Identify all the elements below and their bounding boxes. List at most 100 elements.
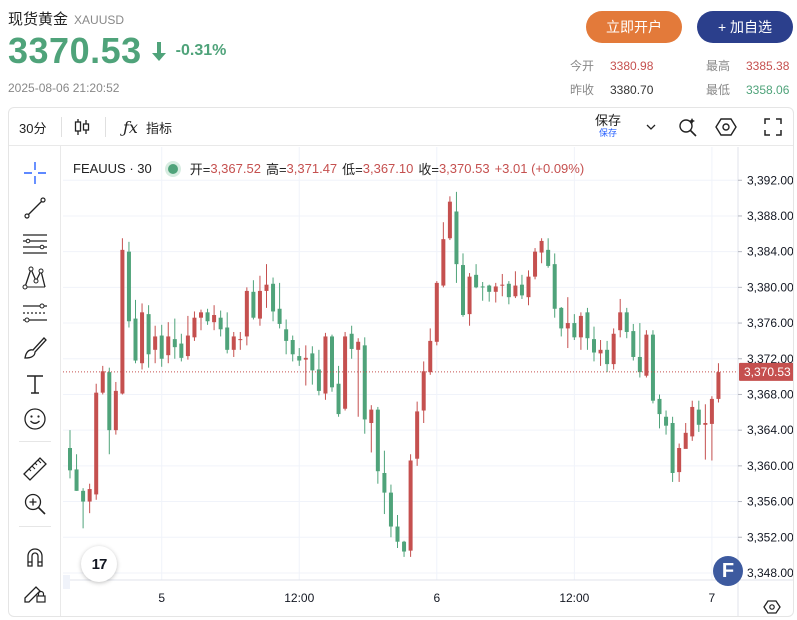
save-button[interactable]: 保存 保存 bbox=[595, 108, 621, 146]
hexagon-settings-icon bbox=[715, 118, 737, 136]
pattern-tool[interactable] bbox=[22, 265, 48, 291]
candle-body bbox=[251, 291, 256, 318]
ruler-icon bbox=[23, 457, 47, 481]
lock-drawings-tool[interactable] bbox=[22, 579, 48, 605]
trendline-tool[interactable] bbox=[22, 195, 48, 221]
candle-body bbox=[192, 317, 197, 338]
add-watchlist-button[interactable]: + 加自选 bbox=[697, 11, 793, 43]
indicators-button[interactable]: ƒx 指标 bbox=[123, 108, 172, 146]
candle-body bbox=[277, 308, 282, 324]
candle-body bbox=[474, 274, 479, 288]
fx-icon: ƒx bbox=[123, 117, 138, 137]
settings-button[interactable] bbox=[715, 108, 737, 146]
ohlc-legend: FEAUUS · 30 开= 3,367.52 高= 3,371.47 低= 3,36… bbox=[73, 159, 589, 178]
candle-body bbox=[434, 282, 439, 342]
price-tick-label: 3,372.00 bbox=[747, 352, 794, 366]
legend-high-value: 3,371.47 bbox=[286, 161, 338, 176]
toolbar-divider bbox=[61, 117, 62, 137]
instrument-name: 现货黄金 bbox=[8, 11, 69, 28]
candle-body bbox=[644, 334, 649, 376]
tradingview-logo[interactable]: 17 bbox=[81, 546, 117, 582]
candle-body bbox=[670, 423, 675, 473]
chart-toolbar: 30分 ƒx 指标 保存 保存 bbox=[9, 108, 793, 146]
stat-label: 昨收 bbox=[570, 83, 595, 97]
brush-tool[interactable] bbox=[22, 335, 48, 361]
stat-value: 3380.98 bbox=[610, 59, 654, 73]
f-badge-icon[interactable]: F bbox=[713, 556, 743, 586]
save-sublabel: 保存 bbox=[599, 128, 618, 138]
candle-body bbox=[598, 349, 603, 354]
candle-body bbox=[225, 327, 230, 350]
candle-body bbox=[533, 251, 538, 277]
measure-tool[interactable] bbox=[22, 456, 48, 482]
legend-open-label: 开= bbox=[189, 162, 211, 177]
time-tick-label: 7 bbox=[709, 591, 716, 605]
chart-plot-area[interactable]: 3,348.00 3,352.00 3,356.00 3,360.00 3,364.00… bbox=[63, 147, 794, 617]
price-tick-label: 3,348.00 bbox=[747, 566, 794, 580]
candle-body bbox=[552, 264, 557, 309]
fullscreen-icon bbox=[764, 118, 782, 136]
time-tick-label: 12:00 bbox=[284, 591, 314, 605]
candle-body bbox=[323, 336, 328, 394]
market-status-dot bbox=[167, 163, 178, 174]
indicators-label: 指标 bbox=[145, 120, 172, 136]
candle-body bbox=[618, 312, 623, 331]
price-tick-label: 3,380.00 bbox=[747, 280, 794, 294]
candle-body bbox=[415, 411, 420, 459]
emoji-tool[interactable] bbox=[22, 406, 48, 432]
price-tick-label: 3,376.00 bbox=[747, 316, 794, 330]
save-dropdown[interactable] bbox=[645, 108, 657, 146]
candle-body bbox=[539, 240, 544, 253]
candle-body bbox=[677, 448, 682, 473]
instrument-code: XAUUSD bbox=[74, 13, 125, 27]
current-price: 3370.53 bbox=[8, 30, 142, 71]
search-sparkle-icon bbox=[679, 118, 697, 137]
candle-body bbox=[402, 541, 407, 552]
axis-settings-icon[interactable] bbox=[763, 600, 781, 614]
horizontal-lines-icon bbox=[23, 234, 47, 254]
sidebar-divider bbox=[19, 441, 51, 442]
stat-value: 3385.38 bbox=[746, 59, 790, 73]
candle-body bbox=[244, 290, 249, 337]
interval-selector[interactable]: 30分 bbox=[19, 120, 47, 136]
legend-close-value: 3,370.53 bbox=[438, 161, 490, 176]
candle-body bbox=[349, 333, 354, 349]
candle-body bbox=[218, 317, 223, 330]
price-tick-label: 3,352.00 bbox=[747, 530, 794, 544]
smiley-icon bbox=[24, 408, 46, 430]
candle-body bbox=[585, 312, 590, 339]
legend-change: +3.01 (+0.09%) bbox=[494, 161, 585, 176]
candle-body bbox=[369, 409, 374, 424]
magnet-tool[interactable] bbox=[22, 544, 48, 570]
axis-settings-icon-center bbox=[769, 604, 775, 610]
candle-body bbox=[395, 526, 400, 542]
candle-body bbox=[159, 335, 164, 359]
stat-today-open: 今开 3380.98 bbox=[570, 57, 653, 74]
fullscreen-button[interactable] bbox=[763, 108, 783, 146]
candle-body bbox=[664, 416, 669, 426]
candle-body bbox=[316, 369, 321, 391]
fib-tool[interactable] bbox=[22, 230, 48, 256]
candle-body bbox=[578, 315, 583, 338]
candle-body bbox=[696, 409, 701, 425]
candle-body bbox=[113, 390, 118, 431]
candle-body bbox=[284, 329, 289, 341]
candle-body bbox=[716, 372, 721, 399]
candle-body bbox=[185, 335, 190, 357]
quick-search-button[interactable] bbox=[677, 108, 699, 146]
price-tick-label: 3,384.00 bbox=[747, 245, 794, 259]
text-tool[interactable] bbox=[22, 371, 48, 397]
candle-style-button[interactable] bbox=[73, 108, 91, 146]
legend-low-label: 低= bbox=[342, 162, 363, 177]
zoom-tool[interactable] bbox=[22, 491, 48, 517]
crosshair-tool[interactable] bbox=[22, 160, 48, 186]
candle-body bbox=[238, 339, 243, 341]
price-tick-label: 3,360.00 bbox=[747, 459, 794, 473]
candle-body bbox=[336, 383, 341, 415]
projection-tool[interactable] bbox=[22, 300, 48, 326]
crosshair-icon bbox=[24, 162, 46, 184]
open-account-button[interactable]: 立即开户 bbox=[586, 11, 682, 43]
candle-body bbox=[126, 251, 131, 322]
candlestick-chart[interactable]: 3,348.00 3,352.00 3,356.00 3,360.00 3,364.00… bbox=[63, 147, 794, 617]
toolbar-divider bbox=[105, 117, 106, 137]
